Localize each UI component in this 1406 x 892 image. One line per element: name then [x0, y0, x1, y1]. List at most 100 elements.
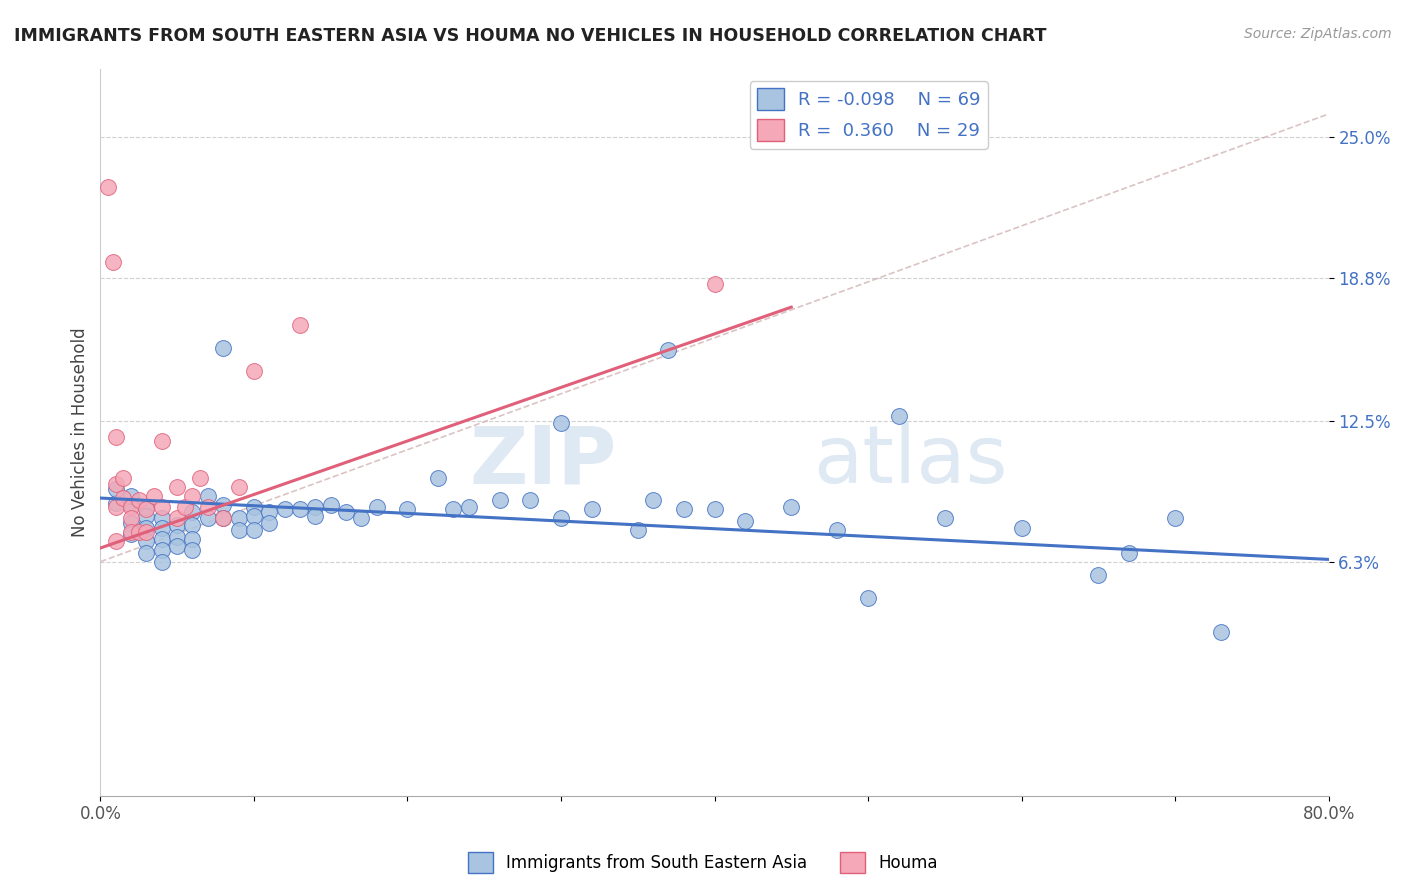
- Point: [104, 430, 127, 444]
- Point: [228, 511, 250, 525]
- Point: [181, 505, 204, 519]
- Point: [181, 532, 204, 546]
- Point: [112, 491, 135, 505]
- Point: [212, 511, 235, 525]
- Point: [581, 502, 603, 516]
- Point: [243, 364, 266, 378]
- Point: [304, 509, 326, 524]
- Point: [150, 511, 173, 525]
- Point: [120, 527, 142, 541]
- Point: [173, 500, 195, 515]
- Point: [350, 511, 373, 525]
- Point: [135, 502, 157, 516]
- Point: [150, 434, 173, 449]
- Point: [657, 343, 679, 358]
- Point: [243, 523, 266, 537]
- Point: [166, 539, 188, 553]
- Point: [120, 511, 142, 525]
- Point: [856, 591, 879, 605]
- Point: [181, 489, 204, 503]
- Point: [780, 500, 803, 515]
- Y-axis label: No Vehicles in Household: No Vehicles in Household: [72, 327, 89, 537]
- Point: [150, 543, 173, 558]
- Point: [488, 493, 510, 508]
- Point: [827, 523, 849, 537]
- Point: [120, 489, 142, 503]
- Point: [104, 482, 127, 496]
- Point: [703, 502, 725, 516]
- Point: [243, 500, 266, 515]
- Point: [135, 534, 157, 549]
- Text: atlas: atlas: [813, 422, 1007, 500]
- Point: [135, 509, 157, 524]
- Point: [288, 318, 311, 333]
- Point: [135, 525, 157, 540]
- Point: [641, 493, 664, 508]
- Point: [150, 555, 173, 569]
- Point: [104, 534, 127, 549]
- Point: [120, 516, 142, 530]
- Point: [128, 493, 150, 508]
- Point: [703, 277, 725, 292]
- Text: ZIP: ZIP: [470, 422, 616, 500]
- Point: [550, 416, 572, 430]
- Point: [120, 498, 142, 512]
- Point: [627, 523, 650, 537]
- Point: [135, 545, 157, 559]
- Point: [273, 502, 295, 516]
- Point: [1118, 545, 1140, 559]
- Point: [366, 500, 388, 515]
- Point: [550, 511, 572, 525]
- Point: [212, 511, 235, 525]
- Point: [166, 511, 188, 525]
- Point: [104, 500, 127, 515]
- Point: [443, 502, 465, 516]
- Point: [181, 518, 204, 533]
- Text: IMMIGRANTS FROM SOUTH EASTERN ASIA VS HOUMA NO VEHICLES IN HOUSEHOLD CORRELATION: IMMIGRANTS FROM SOUTH EASTERN ASIA VS HO…: [14, 27, 1046, 45]
- Point: [396, 502, 419, 516]
- Point: [1011, 520, 1033, 534]
- Point: [188, 470, 211, 484]
- Point: [128, 525, 150, 540]
- Point: [228, 523, 250, 537]
- Point: [166, 518, 188, 533]
- Point: [304, 500, 326, 515]
- Point: [112, 470, 135, 484]
- Point: [934, 511, 956, 525]
- Point: [197, 489, 219, 503]
- Point: [1211, 625, 1233, 640]
- Point: [1164, 511, 1187, 525]
- Point: [150, 532, 173, 546]
- Point: [257, 505, 280, 519]
- Point: [257, 516, 280, 530]
- Point: [335, 505, 357, 519]
- Point: [150, 500, 173, 515]
- Point: [212, 341, 235, 355]
- Point: [135, 520, 157, 534]
- Point: [212, 498, 235, 512]
- Point: [120, 500, 142, 515]
- Point: [197, 500, 219, 515]
- Point: [166, 530, 188, 544]
- Point: [457, 500, 479, 515]
- Point: [427, 470, 450, 484]
- Point: [166, 480, 188, 494]
- Point: [120, 525, 142, 540]
- Point: [396, 28, 419, 42]
- Point: [135, 500, 157, 515]
- Point: [243, 509, 266, 524]
- Point: [672, 502, 695, 516]
- Point: [887, 409, 910, 424]
- Point: [228, 480, 250, 494]
- Point: [288, 502, 311, 516]
- Point: [150, 520, 173, 534]
- Point: [101, 254, 124, 268]
- Point: [319, 498, 342, 512]
- Point: [181, 543, 204, 558]
- Legend: Immigrants from South Eastern Asia, Houma: Immigrants from South Eastern Asia, Houm…: [461, 846, 945, 880]
- Point: [97, 179, 120, 194]
- Point: [1087, 568, 1109, 582]
- Point: [734, 514, 756, 528]
- Legend: R = -0.098    N = 69, R =  0.360    N = 29: R = -0.098 N = 69, R = 0.360 N = 29: [749, 81, 988, 149]
- Point: [197, 511, 219, 525]
